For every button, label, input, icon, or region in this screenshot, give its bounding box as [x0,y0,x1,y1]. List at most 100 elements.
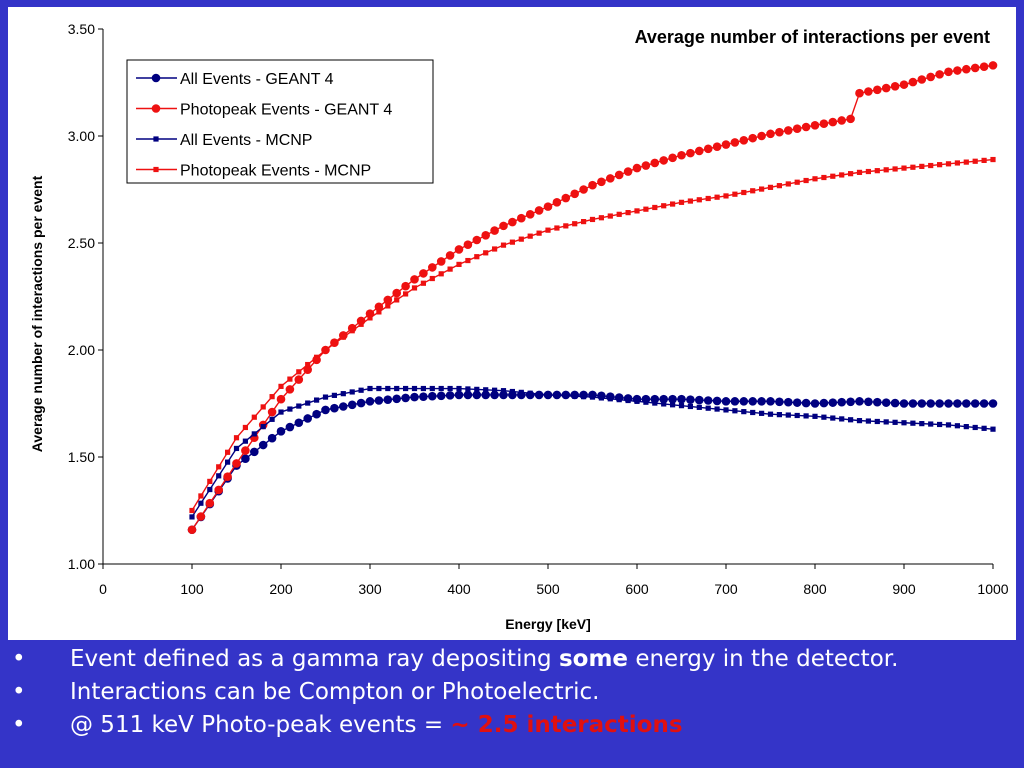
data-point [812,413,818,419]
data-point [892,419,898,425]
data-point [545,392,551,398]
x-tick-label: 700 [714,581,738,597]
data-point [944,399,953,408]
data-point [278,383,284,389]
data-point [801,122,811,132]
data-point [588,180,597,190]
data-point [668,394,677,404]
data-point [321,405,330,415]
data-point [296,369,302,375]
data-point [251,431,257,437]
data-point [945,161,952,167]
data-point [696,197,702,203]
data-point [465,257,471,264]
data-point [525,210,535,219]
data-point [358,387,364,393]
data-point [189,507,195,514]
data-point [819,398,829,408]
data-point [678,199,685,205]
data-point [509,239,515,245]
data-point [347,400,357,410]
data-point [828,117,838,127]
data-point [242,438,248,444]
data-point [322,347,329,353]
data-point [597,177,606,187]
data-point [732,191,738,197]
data-point [652,400,658,406]
data-point [821,414,827,420]
data-point [187,525,197,535]
x-axis-title: Energy [keV] [505,616,591,632]
data-point [687,198,693,204]
data-point [296,403,302,409]
data-point [572,221,578,227]
data-point [598,395,604,401]
legend-marker [153,166,159,173]
data-point [294,375,304,384]
data-point [392,288,402,298]
data-point [821,174,827,181]
data-point [589,216,596,223]
chart-panel: Average number of interactions per event… [8,7,1016,640]
data-point [970,63,980,73]
data-point [356,398,366,408]
data-point [873,397,882,407]
series-3 [189,156,996,514]
data-point [750,409,756,416]
data-point [643,206,649,212]
data-point [314,397,320,403]
data-point [483,387,489,393]
data-point [392,394,402,404]
data-point [803,413,809,419]
data-point [518,389,524,395]
data-point [776,412,782,418]
data-point [465,386,471,392]
data-point [899,399,909,408]
data-point [518,236,524,242]
data-point [447,266,453,272]
data-point [919,163,925,169]
data-point [972,424,978,431]
data-point [848,417,854,423]
data-point [207,478,213,484]
y-tick-label: 1.00 [68,556,95,572]
data-point [410,392,419,402]
data-point [721,140,731,149]
x-tick-label: 100 [180,581,204,597]
data-point [767,184,774,190]
data-point [848,171,854,177]
data-point [696,404,702,410]
data-point [810,399,820,408]
bullet-text-part: ~ 2.5 interactions [450,712,683,738]
data-point [908,399,918,408]
data-point [543,202,553,211]
bullet-text-part: @ 511 keV Photo-peak events = [70,712,451,738]
data-point [339,402,348,411]
data-point [890,398,900,408]
data-point [775,397,784,407]
data-point [589,394,596,400]
data-point [374,396,384,405]
data-point [269,394,275,400]
data-point [607,213,613,219]
data-point [703,396,713,405]
data-point [937,421,943,428]
data-point [981,157,987,163]
bullet-marker: • [12,712,26,738]
data-point [614,170,624,180]
data-point [367,315,373,321]
data-point [926,399,935,408]
legend: All Events - GEANT 4 Photopeak Events - G… [126,59,434,184]
bullet-list: • Event defined as a gamma ray depositing… [0,643,1024,742]
data-point [267,407,277,417]
series-line [191,394,993,531]
data-point [554,392,560,398]
data-point [581,219,587,225]
data-point [846,114,855,124]
data-point [856,418,863,424]
data-point [865,418,871,424]
data-point [652,204,658,211]
data-point [403,291,409,297]
data-point [864,397,873,407]
data-point [625,397,631,404]
